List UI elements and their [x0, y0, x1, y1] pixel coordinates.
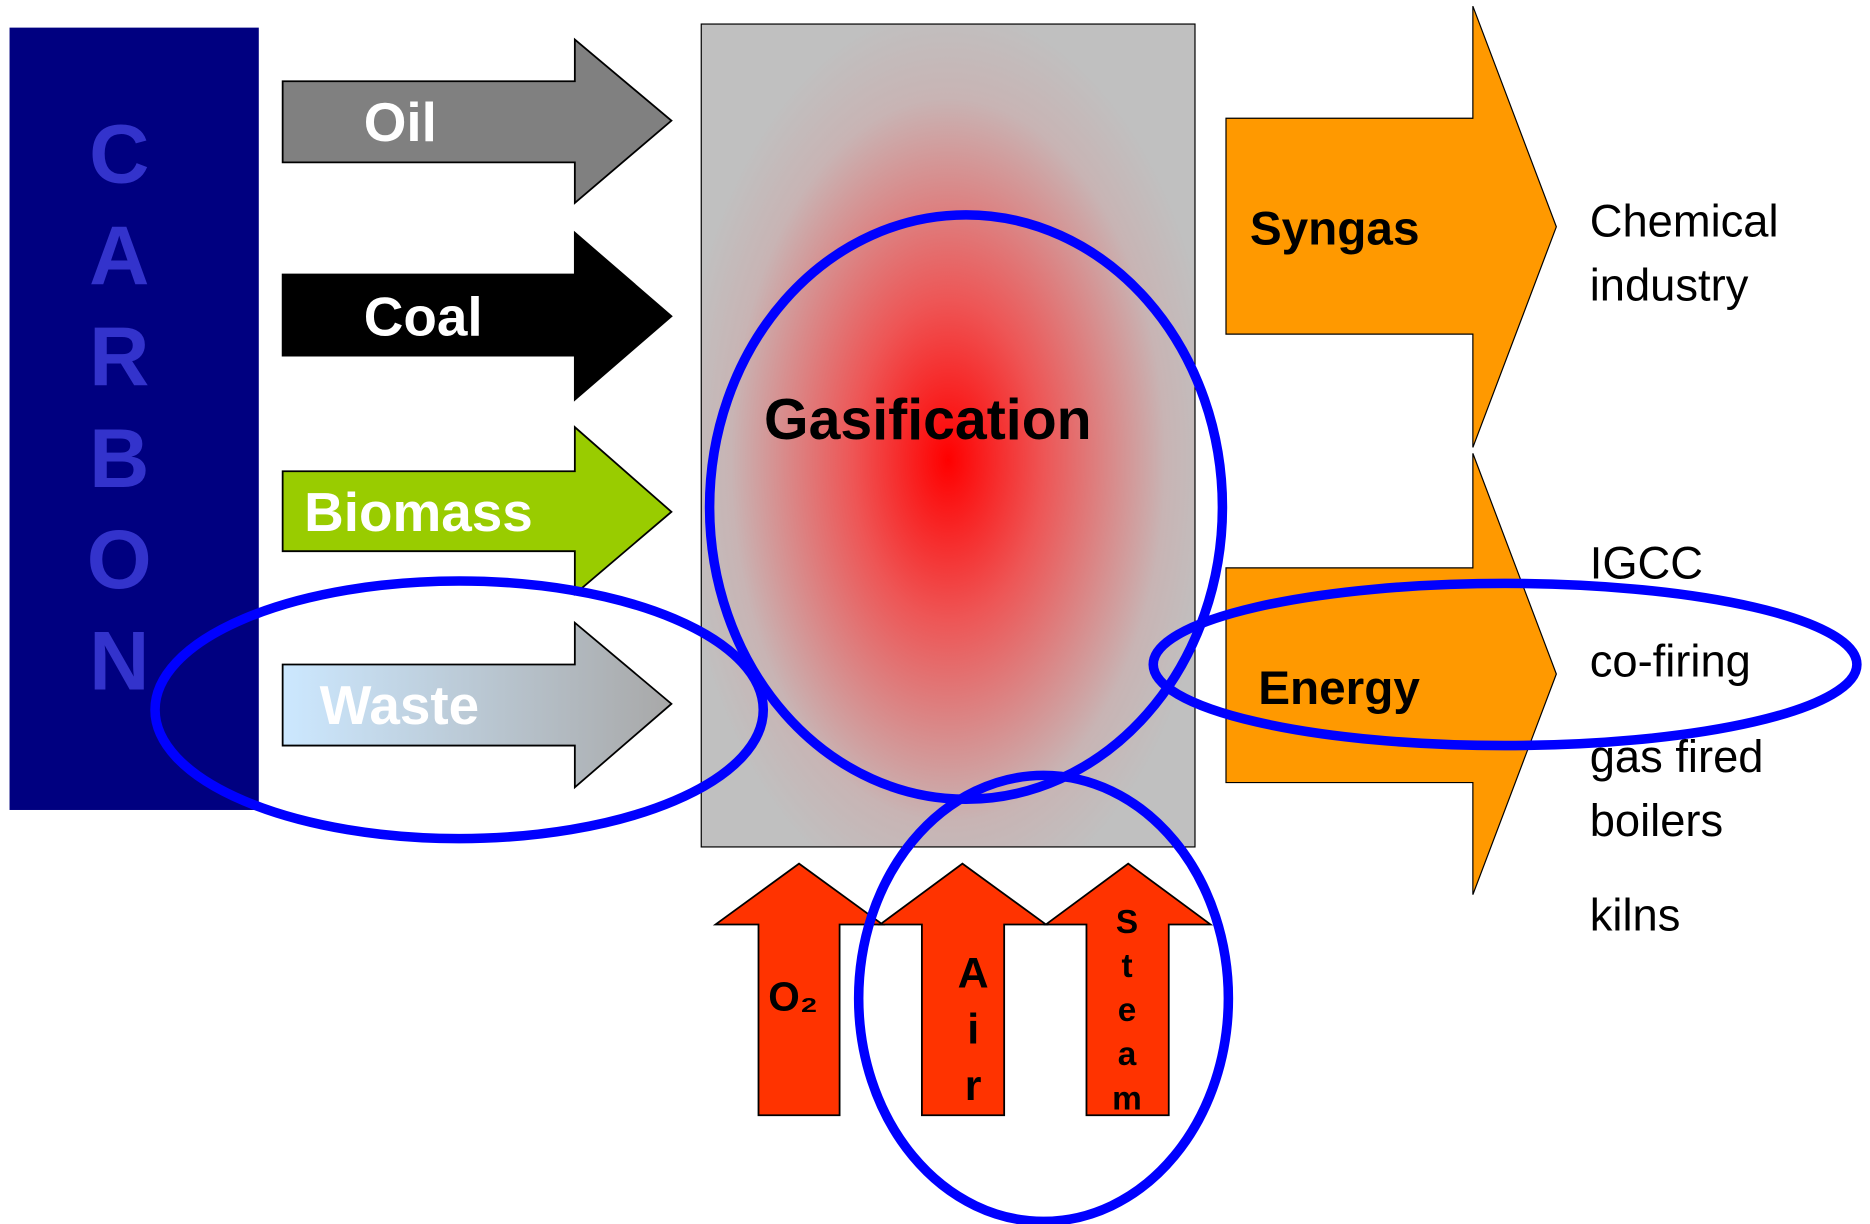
agent-label: O₂: [768, 973, 818, 1019]
letter: N: [89, 614, 149, 708]
feed-label: Coal: [364, 285, 483, 347]
use: Chemical: [1590, 195, 1779, 246]
letter: t: [1121, 948, 1132, 985]
carbon-box: [9, 27, 259, 810]
process-label: Gasification: [764, 388, 1092, 452]
feed-label: Biomass: [304, 481, 533, 543]
air-arrow: [877, 862, 1049, 1117]
uses: Chemical industry IGCC co-firing gas fir…: [1590, 195, 1779, 940]
letter: S: [1116, 904, 1138, 941]
use: kilns: [1590, 889, 1681, 940]
letter: O: [87, 512, 152, 606]
use: industry: [1590, 260, 1749, 311]
energy-arrow: [1225, 453, 1557, 895]
letter: B: [89, 411, 149, 505]
letter: a: [1118, 1036, 1137, 1073]
letter: R: [89, 309, 149, 403]
o2-arrow: [712, 862, 886, 1117]
use: boilers: [1590, 795, 1723, 846]
highlights: [150, 210, 1862, 1224]
output-label: Energy: [1258, 662, 1420, 715]
biomass-arrow: [281, 425, 673, 597]
letter: e: [1118, 992, 1137, 1029]
steam-arrow: [1043, 862, 1214, 1117]
feed-label: Oil: [364, 91, 437, 153]
letter: A: [89, 208, 149, 302]
waste-arrow: [281, 620, 673, 790]
highlight-ellipse: [150, 576, 769, 844]
letter: i: [967, 1006, 979, 1054]
oil-arrow: [281, 37, 673, 205]
use: co-firing: [1590, 635, 1751, 686]
use: IGCC: [1590, 538, 1703, 589]
letter: m: [1112, 1080, 1142, 1117]
output-label: Syngas: [1250, 203, 1420, 256]
highlight-ellipse: [853, 770, 1234, 1224]
letter: A: [958, 950, 989, 998]
coal-arrow: [281, 230, 673, 402]
letter: C: [89, 107, 149, 201]
feed-label: Waste: [320, 674, 480, 736]
letter: r: [965, 1062, 982, 1110]
syngas-arrow: [1225, 5, 1557, 448]
highlight-ellipse: [1148, 578, 1862, 751]
